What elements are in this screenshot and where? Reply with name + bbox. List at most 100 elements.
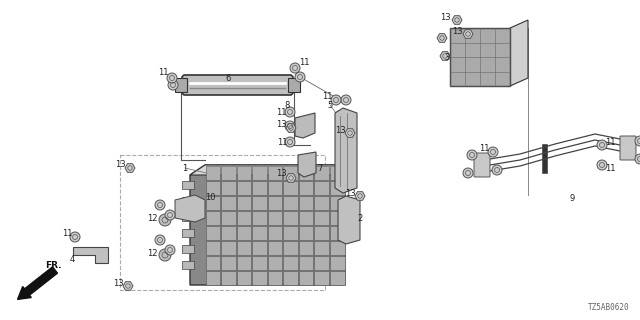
Circle shape bbox=[467, 150, 477, 160]
Text: 13: 13 bbox=[113, 278, 124, 287]
Bar bbox=[299, 255, 314, 269]
Bar bbox=[450, 28, 510, 86]
Text: 13: 13 bbox=[276, 119, 286, 129]
Bar bbox=[252, 226, 267, 239]
Polygon shape bbox=[510, 20, 528, 86]
Circle shape bbox=[168, 80, 178, 90]
Bar bbox=[299, 226, 314, 239]
Circle shape bbox=[295, 72, 305, 82]
Circle shape bbox=[331, 95, 341, 105]
FancyBboxPatch shape bbox=[175, 78, 187, 92]
Bar bbox=[221, 255, 236, 269]
Bar bbox=[330, 211, 344, 225]
Bar bbox=[182, 229, 194, 237]
Polygon shape bbox=[295, 113, 315, 138]
Bar bbox=[284, 270, 298, 284]
Bar bbox=[182, 213, 194, 221]
Bar bbox=[284, 241, 298, 254]
Text: 11: 11 bbox=[605, 164, 615, 172]
Polygon shape bbox=[335, 108, 357, 193]
Polygon shape bbox=[286, 174, 296, 182]
FancyBboxPatch shape bbox=[288, 78, 300, 92]
Text: 11: 11 bbox=[479, 143, 489, 153]
Bar bbox=[268, 196, 282, 210]
Text: 12: 12 bbox=[147, 213, 157, 222]
Circle shape bbox=[635, 154, 640, 164]
Bar bbox=[252, 270, 267, 284]
Polygon shape bbox=[73, 247, 108, 263]
Bar bbox=[252, 255, 267, 269]
Bar bbox=[221, 211, 236, 225]
Circle shape bbox=[285, 121, 295, 131]
Bar bbox=[299, 196, 314, 210]
Bar bbox=[205, 196, 220, 210]
Bar bbox=[299, 211, 314, 225]
Bar bbox=[268, 241, 282, 254]
Bar bbox=[314, 211, 329, 225]
Bar bbox=[284, 196, 298, 210]
Text: TZ5AB0620: TZ5AB0620 bbox=[588, 303, 630, 312]
Text: 10: 10 bbox=[205, 193, 215, 202]
Bar bbox=[268, 255, 282, 269]
Circle shape bbox=[159, 249, 171, 261]
Polygon shape bbox=[175, 195, 205, 222]
Bar bbox=[299, 270, 314, 284]
Bar bbox=[268, 226, 282, 239]
Text: 11: 11 bbox=[605, 138, 615, 147]
Bar bbox=[221, 180, 236, 195]
Bar bbox=[237, 270, 251, 284]
Bar bbox=[221, 226, 236, 239]
Bar bbox=[237, 196, 251, 210]
Text: 13: 13 bbox=[115, 159, 125, 169]
Bar bbox=[237, 241, 251, 254]
Circle shape bbox=[165, 210, 175, 220]
Bar bbox=[314, 165, 329, 180]
Bar bbox=[252, 211, 267, 225]
Text: 13: 13 bbox=[276, 169, 286, 178]
Bar bbox=[314, 226, 329, 239]
Bar bbox=[268, 165, 282, 180]
Text: 13: 13 bbox=[335, 125, 346, 134]
Bar bbox=[237, 226, 251, 239]
Polygon shape bbox=[355, 192, 365, 200]
Bar bbox=[268, 270, 282, 284]
Bar bbox=[330, 241, 344, 254]
Text: FR.: FR. bbox=[45, 260, 61, 269]
Text: 9: 9 bbox=[570, 194, 575, 203]
Bar bbox=[314, 180, 329, 195]
Text: 11: 11 bbox=[157, 68, 168, 76]
FancyBboxPatch shape bbox=[182, 75, 293, 95]
Circle shape bbox=[341, 95, 351, 105]
Circle shape bbox=[285, 137, 295, 147]
Bar bbox=[205, 270, 220, 284]
Bar bbox=[221, 196, 236, 210]
Bar bbox=[299, 241, 314, 254]
Bar bbox=[221, 241, 236, 254]
Bar bbox=[252, 165, 267, 180]
Text: 4: 4 bbox=[69, 255, 75, 265]
Circle shape bbox=[167, 73, 177, 83]
Text: 7: 7 bbox=[317, 164, 323, 172]
FancyBboxPatch shape bbox=[474, 153, 490, 177]
Bar bbox=[221, 270, 236, 284]
Circle shape bbox=[597, 160, 607, 170]
Bar bbox=[330, 255, 344, 269]
Polygon shape bbox=[452, 16, 462, 24]
Text: 11: 11 bbox=[61, 228, 72, 237]
Circle shape bbox=[159, 214, 171, 226]
Polygon shape bbox=[437, 34, 447, 42]
Text: 5: 5 bbox=[328, 100, 333, 109]
Polygon shape bbox=[190, 165, 345, 175]
Polygon shape bbox=[125, 164, 135, 172]
Text: 13: 13 bbox=[452, 27, 462, 36]
Bar bbox=[284, 165, 298, 180]
Circle shape bbox=[290, 63, 300, 73]
Polygon shape bbox=[440, 52, 450, 60]
Bar bbox=[299, 165, 314, 180]
Text: 11: 11 bbox=[276, 138, 287, 147]
Bar bbox=[268, 180, 282, 195]
Circle shape bbox=[463, 168, 473, 178]
Bar bbox=[120, 155, 325, 290]
Bar bbox=[205, 211, 220, 225]
Circle shape bbox=[155, 235, 165, 245]
